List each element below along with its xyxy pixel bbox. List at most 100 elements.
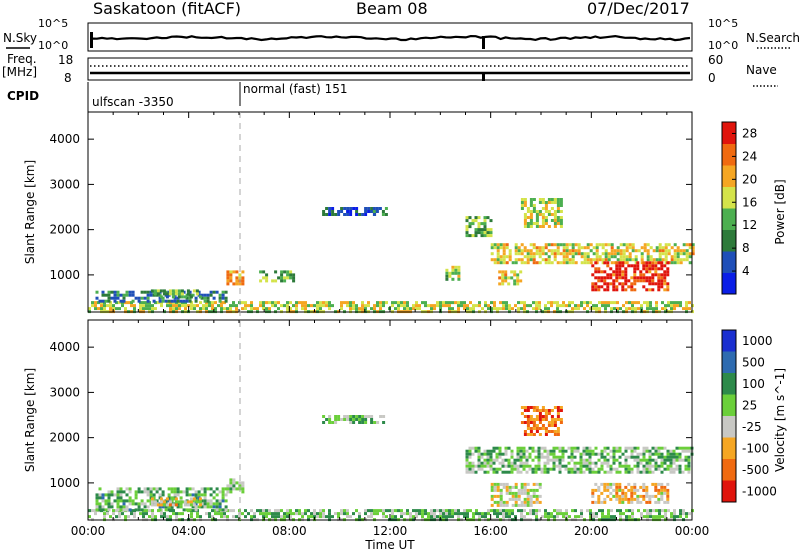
range-cell: [591, 494, 595, 498]
range-cell: [637, 249, 641, 253]
range-cell: [544, 201, 548, 204]
range-cell: [585, 446, 589, 450]
range-cell: [457, 277, 461, 281]
range-cell: [624, 494, 628, 498]
range-cell: [110, 502, 114, 506]
range-cell: [618, 482, 622, 486]
range-cell: [346, 515, 349, 519]
range-cell: [194, 296, 198, 300]
range-cell: [424, 509, 427, 513]
range-cell: [244, 515, 247, 519]
range-cell: [516, 458, 520, 462]
range-cell: [655, 258, 659, 262]
range-cell: [232, 481, 236, 485]
range-cell: [465, 458, 469, 462]
range-cell: [532, 433, 536, 436]
range-cell: [606, 261, 610, 265]
range-cell: [556, 301, 559, 305]
range-cell: [274, 270, 278, 274]
nave-tick-bottom: 0: [708, 71, 716, 85]
range-cell: [487, 512, 490, 516]
range-cell: [505, 515, 508, 519]
range-cell: [556, 246, 560, 250]
range-cell: [633, 288, 637, 292]
range-cell: [304, 512, 307, 516]
range-cell: [277, 515, 280, 519]
range-cell: [627, 470, 631, 474]
range-cell: [477, 449, 481, 453]
range-cell: [205, 304, 208, 308]
range-cell: [499, 491, 503, 495]
range-cell: [550, 430, 554, 433]
scatter-region: [591, 261, 670, 292]
range-cell: [510, 452, 514, 456]
range-cell: [513, 279, 517, 283]
range-cell: [451, 509, 454, 513]
range-cell: [526, 249, 530, 253]
range-cell: [553, 201, 557, 204]
range-cell: [107, 493, 111, 497]
range-cell: [603, 485, 607, 489]
range-cell: [691, 243, 695, 247]
colorbar-tick-label: 25: [742, 398, 757, 412]
range-cell: [669, 467, 673, 471]
range-cell: [457, 271, 461, 275]
range-cell: [510, 455, 514, 459]
range-cell: [688, 243, 692, 247]
range-cell: [559, 210, 563, 213]
range-cell: [131, 499, 135, 503]
range-cell: [301, 515, 304, 519]
range-cell: [480, 231, 484, 235]
range-cell: [101, 496, 105, 500]
range-cell: [415, 307, 418, 311]
range-cell: [574, 252, 578, 256]
range-cell: [295, 509, 298, 513]
range-cell: [397, 509, 400, 513]
range-cell: [472, 515, 475, 519]
range-cell: [510, 470, 514, 474]
range-cell: [188, 290, 192, 294]
x-tick-label: 00:00: [71, 524, 106, 538]
range-cell: [526, 216, 530, 219]
range-cell: [613, 252, 617, 256]
range-cell: [209, 505, 213, 509]
range-cell: [250, 515, 253, 519]
range-cell: [214, 307, 217, 311]
range-cell: [142, 307, 145, 311]
range-cell: [670, 307, 673, 311]
range-cell: [630, 488, 634, 492]
y-tick-label: 2000: [49, 223, 80, 237]
range-cell: [153, 292, 157, 296]
range-cell: [442, 515, 445, 519]
range-cell: [559, 201, 563, 204]
range-cell: [232, 304, 235, 308]
range-cell: [122, 299, 126, 303]
range-cell: [364, 210, 368, 213]
range-cell: [301, 512, 304, 516]
range-cell: [528, 446, 532, 450]
range-cell: [469, 307, 472, 311]
range-cell: [179, 496, 183, 500]
range-cell: [465, 464, 469, 468]
range-cell: [633, 264, 637, 268]
range-cell: [645, 467, 649, 471]
range-cell: [597, 276, 601, 280]
range-cell: [640, 258, 644, 262]
range-cell: [570, 455, 574, 459]
range-cell: [448, 274, 452, 278]
range-cell: [215, 499, 219, 503]
range-cell: [436, 304, 439, 308]
range-cell: [541, 246, 545, 250]
range-cell: [676, 301, 679, 305]
range-cell: [375, 207, 379, 210]
range-cell: [519, 455, 523, 459]
range-cell: [301, 304, 304, 308]
range-cell: [549, 449, 553, 453]
range-cell: [367, 415, 371, 418]
range-cell: [579, 458, 583, 462]
range-cell: [526, 252, 530, 256]
range-cell: [637, 307, 640, 311]
range-cell: [606, 452, 610, 456]
range-cell: [113, 299, 117, 303]
